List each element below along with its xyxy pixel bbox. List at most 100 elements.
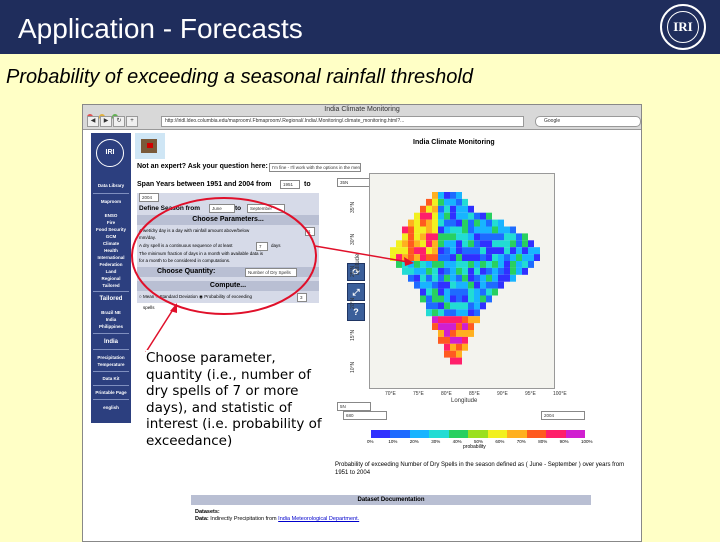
- sidebar-item-health[interactable]: Health: [104, 248, 118, 253]
- raster-cell: [390, 247, 396, 255]
- raster-cell: [456, 192, 462, 199]
- sidebar-divider: [93, 349, 129, 350]
- quantity-select[interactable]: Number of Dry Spells: [245, 268, 297, 277]
- sidebar-item-regional[interactable]: Regional: [101, 276, 121, 281]
- raster-cell: [456, 350, 462, 358]
- region-minimap[interactable]: [135, 133, 165, 159]
- lon-right-input[interactable]: 2004: [541, 411, 585, 420]
- raster-cell: [510, 247, 516, 255]
- sidebar-item-federation[interactable]: Federation: [99, 262, 123, 267]
- compute-header[interactable]: Compute...: [137, 281, 319, 291]
- season-from-select[interactable]: June: [209, 204, 235, 213]
- expand-arrows-icon[interactable]: ⤢: [347, 283, 365, 301]
- raster-cell: [414, 261, 420, 268]
- sidebar-item-tailored[interactable]: Tailored: [102, 283, 120, 288]
- colorbar-swatch: [546, 430, 566, 438]
- imd-link[interactable]: India Meteorological Department.: [278, 516, 360, 522]
- sidebar-item-brazil-ne[interactable]: Brazil NE: [101, 310, 121, 315]
- radio-prob-icon[interactable]: ◉: [199, 294, 203, 299]
- raster-cell: [486, 267, 492, 275]
- colorbar-tick: 80%: [538, 439, 548, 444]
- raster-cell: [456, 212, 462, 220]
- raster-cell: [462, 336, 468, 344]
- datasets-label: Datasets:: [195, 509, 220, 515]
- raster-cell: [510, 226, 516, 234]
- choose-parameters-header[interactable]: Choose Parameters...: [137, 215, 319, 225]
- sidebar-item-data-kit[interactable]: Data Kit: [102, 376, 120, 381]
- raster-cell: [528, 254, 534, 261]
- colorbar-swatch: [371, 430, 391, 438]
- raster-cell: [390, 254, 396, 261]
- sidebar-item-maproom[interactable]: Maproom: [100, 199, 122, 204]
- sidebar-item-food-security[interactable]: Food Security: [95, 227, 126, 232]
- raster-cell: [438, 267, 444, 275]
- lon-tick: 95°E: [525, 391, 536, 397]
- raster-cell: [474, 288, 480, 296]
- sidebar-item-temperature[interactable]: Temperature: [97, 362, 125, 367]
- sidebar-item-fire[interactable]: Fire: [106, 220, 116, 225]
- lat-top-input[interactable]: 35N: [337, 178, 371, 187]
- raster-cell: [516, 254, 522, 261]
- raster-cell: [444, 240, 450, 248]
- raster-cell: [474, 295, 480, 303]
- sidebar-item-philippines[interactable]: Philippines: [98, 324, 123, 329]
- raster-cell: [468, 219, 474, 227]
- sidebar-item-international[interactable]: International: [97, 255, 125, 260]
- raster-cell: [486, 247, 492, 255]
- radio-mean-icon[interactable]: ○: [139, 294, 142, 299]
- raster-cell: [420, 247, 426, 255]
- raster-cell: [438, 261, 444, 268]
- back-arrow-icon[interactable]: ◀: [87, 116, 99, 127]
- raster-cell: [444, 226, 450, 234]
- raster-cell: [474, 212, 480, 220]
- sidebar-item-precipitation[interactable]: Precipitation: [97, 355, 125, 360]
- sidebar-item-land[interactable]: Land: [105, 269, 117, 274]
- raster-cell: [414, 274, 420, 282]
- raster-cell: [450, 302, 456, 310]
- add-bookmark-icon[interactable]: +: [126, 116, 138, 127]
- sidebar-item-printable-page[interactable]: Printable Page: [95, 390, 127, 395]
- dry-amount-input[interactable]: 1: [305, 227, 315, 236]
- radio-std-icon[interactable]: ○: [155, 294, 159, 299]
- url-bar[interactable]: http://iridl.ldeo.columbia.edu/maproom/.…: [161, 116, 524, 127]
- span-from-input[interactable]: 1951: [280, 180, 300, 189]
- forward-arrow-icon[interactable]: ▶: [100, 116, 112, 127]
- parameter-form: 2004 Define Season from June to Septembe…: [137, 193, 319, 303]
- span-to-input[interactable]: 2004: [139, 193, 159, 202]
- sidebar-section-india[interactable]: India: [103, 339, 118, 345]
- help-icon[interactable]: ?: [347, 303, 365, 321]
- season-label: Define Season from: [139, 205, 201, 212]
- rotate-icon[interactable]: ⟳: [347, 263, 365, 281]
- raster-cell: [468, 240, 474, 248]
- raster-cell: [444, 323, 450, 330]
- sidebar-item-india[interactable]: India: [105, 317, 117, 322]
- sidebar-item-gcm[interactable]: GCM: [105, 234, 117, 239]
- colorbar-tick: 70%: [516, 439, 526, 444]
- raster-cell: [414, 219, 420, 227]
- season-to-select[interactable]: September: [247, 204, 285, 213]
- reload-icon[interactable]: ↻: [113, 116, 125, 127]
- raster-cell: [420, 226, 426, 234]
- sidebar-item-english[interactable]: english: [103, 405, 119, 410]
- sidebar-iri-logo[interactable]: IRI: [96, 139, 124, 167]
- lat-bottom-input[interactable]: 5N: [337, 402, 371, 411]
- sidebar-section-tailored[interactable]: Tailored: [99, 296, 123, 302]
- sidebar-item-data-library[interactable]: Data Library: [97, 183, 125, 188]
- raster-cell: [426, 302, 432, 310]
- spell-days-input[interactable]: 7: [256, 242, 268, 251]
- sidebar-item-climate[interactable]: Climate: [102, 241, 120, 246]
- lon-left-input[interactable]: 680: [343, 411, 387, 420]
- raster-cell: [480, 274, 486, 282]
- search-input[interactable]: Google: [535, 116, 641, 127]
- raster-cell: [450, 343, 456, 351]
- raster-cell: [444, 198, 450, 206]
- sidebar-item-enso[interactable]: ENSO: [104, 213, 118, 218]
- raster-cell: [456, 226, 462, 234]
- raster-cell: [462, 309, 468, 317]
- expert-question-select[interactable]: I'm fine - I'll work with the options in…: [269, 163, 361, 172]
- raster-cell: [426, 219, 432, 227]
- raster-cell: [444, 267, 450, 275]
- india-probability-map[interactable]: [369, 173, 555, 389]
- threshold-input[interactable]: 3: [297, 293, 307, 302]
- raster-cell: [426, 233, 432, 241]
